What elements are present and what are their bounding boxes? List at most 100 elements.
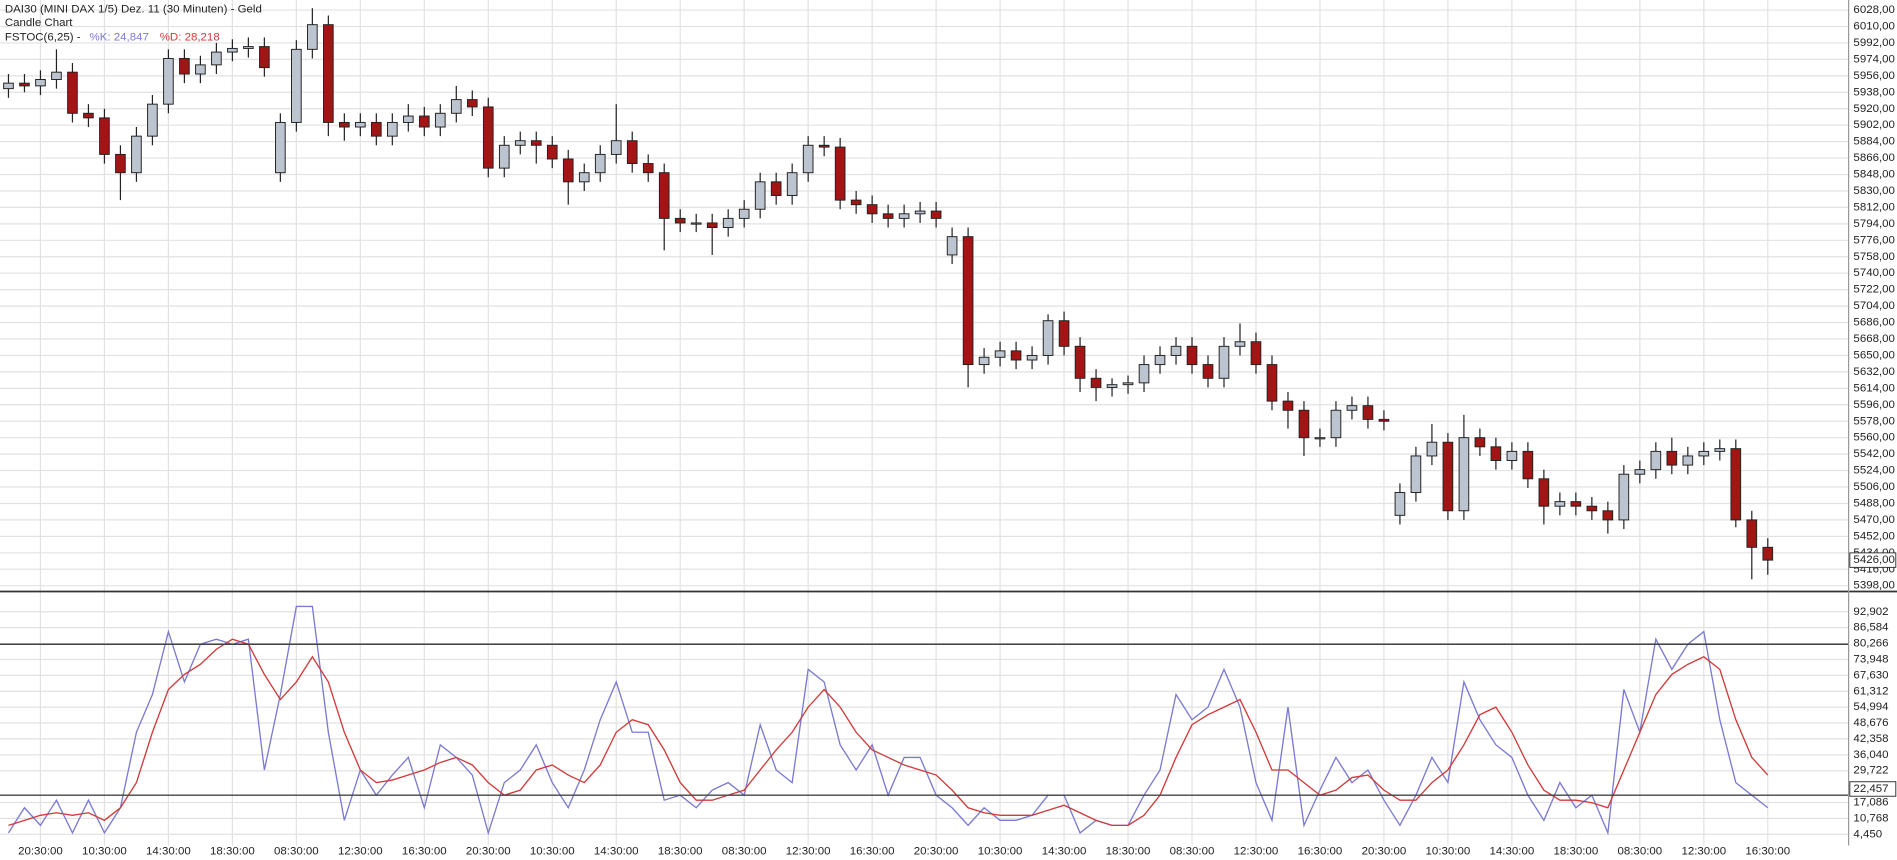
candle-body: [1218, 345, 1230, 379]
y-tick-label: 5596,00: [1853, 399, 1895, 411]
y-tick-label: 5578,00: [1853, 415, 1895, 427]
legend-entry: %K: 24,847: [90, 32, 149, 44]
x-tick-label: 08:30:00: [1170, 846, 1215, 858]
candle-body: [243, 46, 254, 49]
y-tick-label: 5992,00: [1853, 37, 1895, 49]
x-tick-label: 20:30:00: [914, 846, 959, 858]
candle-body: [1442, 441, 1454, 512]
y-tick-label: 5794,00: [1853, 218, 1895, 230]
y-tick-label: 5902,00: [1853, 119, 1895, 131]
x-tick-label: 18:30:00: [658, 846, 703, 858]
candle-body: [1170, 345, 1182, 356]
candle-body: [83, 112, 94, 119]
y-tick-label: 5416,00: [1853, 563, 1895, 575]
x-tick-label: 12:30:00: [1681, 846, 1726, 858]
candle-body: [546, 144, 558, 160]
indicator-title: FSTOC(6,25) -: [5, 32, 81, 44]
y-tick-label: 5884,00: [1853, 136, 1895, 148]
candle-body: [307, 24, 318, 50]
candle-body: [339, 121, 350, 128]
candle-body: [1330, 409, 1342, 439]
candle-body: [1698, 450, 1710, 457]
candle-body: [1426, 441, 1438, 457]
y-tick-label: 61,312: [1853, 685, 1888, 697]
candle-body: [147, 103, 158, 137]
y-tick-label: 4,450: [1853, 828, 1882, 840]
candle-body: [291, 48, 302, 123]
y-tick-label: 5506,00: [1853, 481, 1895, 493]
x-tick-label: 20:30:00: [18, 846, 63, 858]
candle-body: [1538, 478, 1550, 507]
x-tick-label: 18:30:00: [210, 846, 255, 858]
x-tick-label: 08:30:00: [274, 846, 319, 858]
x-tick-label: 08:30:00: [1617, 846, 1662, 858]
candle-body: [1138, 364, 1150, 384]
candle-body: [674, 217, 686, 224]
candle-body: [818, 144, 830, 148]
candle-body: [930, 210, 942, 219]
candle-body: [850, 199, 862, 206]
candle-body: [530, 140, 542, 146]
candle-body: [1506, 450, 1518, 462]
chart-subtitle: Candle Chart: [5, 17, 73, 29]
candle-body: [898, 213, 910, 219]
candle-body: [1634, 469, 1646, 475]
legend-entry: %D: 28,218: [160, 32, 220, 44]
candle-body: [1186, 345, 1198, 366]
candle-body: [994, 350, 1006, 358]
candle-body: [1058, 320, 1070, 347]
x-tick-label: 16:30:00: [1745, 846, 1790, 858]
y-tick-label: 10,768: [1853, 812, 1888, 824]
candle-body: [1570, 501, 1582, 507]
y-tick-label: 5938,00: [1853, 86, 1895, 98]
y-tick-label: 36,040: [1853, 749, 1888, 761]
y-tick-label: 5704,00: [1853, 300, 1895, 312]
x-tick-label: 10:30:00: [82, 846, 127, 858]
y-tick-label: 5488,00: [1853, 497, 1895, 509]
candle-body: [1410, 455, 1422, 493]
candle-body: [1394, 492, 1406, 516]
candle-body: [131, 135, 142, 174]
candle-body: [610, 140, 622, 155]
candle-body: [466, 99, 478, 108]
x-tick-label: 12:30:00: [1234, 846, 1279, 858]
y-tick-label: 5452,00: [1853, 530, 1895, 542]
last-value-label: 5426,00: [1853, 554, 1895, 566]
y-tick-label: 5866,00: [1853, 152, 1895, 164]
candle-body: [722, 217, 734, 229]
x-tick-label: 16:30:00: [1298, 846, 1343, 858]
y-tick-label: 6028,00: [1853, 4, 1895, 16]
candle-body: [1314, 437, 1326, 440]
candle-body: [211, 51, 222, 66]
y-tick-label: 5614,00: [1853, 382, 1895, 394]
y-tick-label: 5668,00: [1853, 333, 1895, 345]
candle-body: [275, 121, 286, 174]
indicator-line: [8, 638, 1769, 827]
x-tick-label: 14:30:00: [594, 846, 639, 858]
candle-body: [1378, 418, 1390, 422]
y-tick-label: 5524,00: [1853, 465, 1895, 477]
y-tick-label: 5974,00: [1853, 53, 1895, 65]
candle-body: [1586, 505, 1598, 512]
y-tick-label: 5812,00: [1853, 201, 1895, 213]
x-tick-label: 20:30:00: [466, 846, 511, 858]
candle-body: [323, 24, 334, 123]
y-tick-label: 48,676: [1853, 717, 1888, 729]
chart-title: DAI30 (MINI DAX 1/5) Dez. 11 (30 Minuten…: [5, 4, 262, 16]
y-tick-label: 42,358: [1853, 733, 1888, 745]
candle-body: [3, 82, 14, 90]
candle-body: [498, 144, 510, 169]
candle-body: [19, 82, 30, 87]
candle-body: [914, 210, 926, 215]
candle-body: [1282, 400, 1294, 411]
x-tick-label: 14:30:00: [1042, 846, 1087, 858]
candle-body: [402, 115, 414, 123]
candle-body: [1106, 384, 1118, 388]
candle-body: [1746, 519, 1758, 548]
candle-body: [1266, 364, 1278, 402]
candle-body: [35, 79, 46, 87]
candle-body: [482, 106, 494, 169]
x-tick-label: 10:30:00: [1426, 846, 1471, 858]
